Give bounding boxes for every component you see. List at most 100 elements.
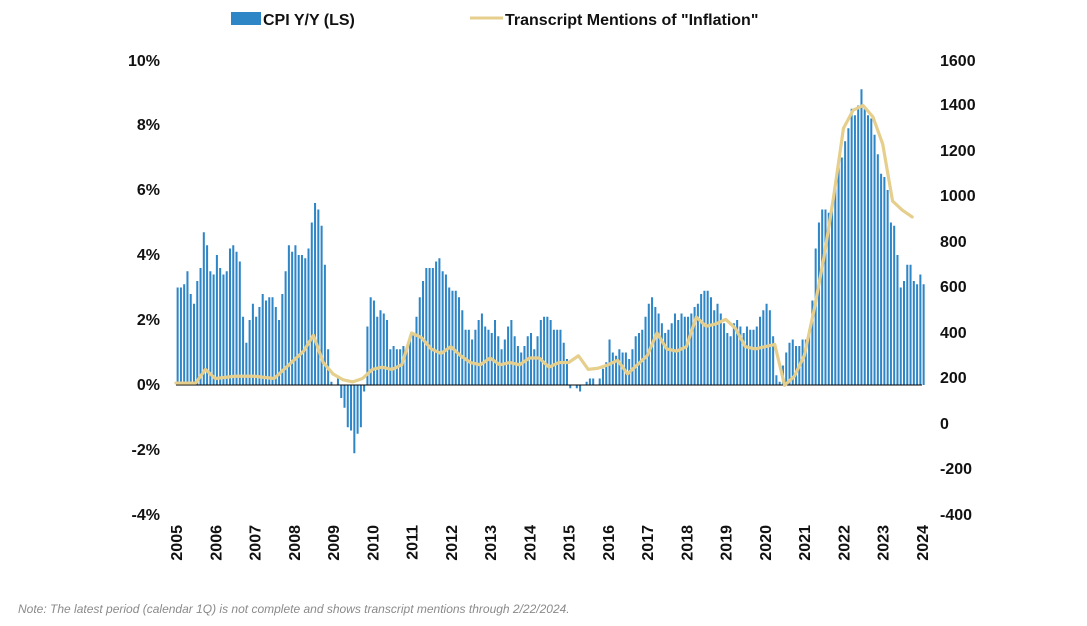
left-tick-label: 4% — [137, 247, 160, 264]
legend-label-cpi: CPI Y/Y (LS) — [263, 12, 355, 29]
cpi-bar — [408, 336, 411, 385]
right-tick-label: 1200 — [940, 143, 976, 160]
cpi-bar — [919, 274, 922, 385]
cpi-bar — [536, 336, 539, 385]
cpi-bar — [909, 264, 912, 385]
cpi-bar — [431, 268, 434, 385]
cpi-bar — [307, 248, 310, 385]
cpi-bar — [202, 232, 205, 385]
cpi-bar — [359, 385, 362, 428]
cpi-bar — [435, 261, 438, 385]
x-tick-label: 2024 — [915, 525, 932, 561]
cpi-bar — [556, 329, 559, 385]
cpi-bar — [575, 385, 578, 389]
cpi-bar — [242, 316, 245, 385]
x-tick-label: 2006 — [208, 525, 225, 561]
cpi-bar — [438, 258, 441, 385]
cpi-bar — [696, 303, 699, 385]
cpi-bar — [232, 245, 235, 385]
cpi-bar — [513, 336, 516, 385]
cpi-bar — [199, 268, 202, 385]
cpi-bar — [228, 248, 231, 385]
cpi-bar — [713, 310, 716, 385]
cpi-bar — [281, 294, 284, 385]
right-tick-label: 200 — [940, 370, 967, 387]
cpi-bar — [637, 333, 640, 385]
cpi-bar — [795, 346, 798, 385]
cpi-bar — [418, 297, 421, 385]
cpi-bar — [772, 336, 775, 385]
cpi-bar — [592, 378, 595, 385]
cpi-bar — [706, 290, 709, 385]
right-tick-label: 400 — [940, 325, 967, 342]
left-tick-label: 0% — [137, 377, 160, 394]
cpi-bar — [402, 346, 405, 385]
cpi-bar — [386, 320, 389, 385]
cpi-bar — [598, 378, 601, 385]
cpi-bar — [212, 274, 215, 385]
cpi-bar — [726, 333, 729, 385]
cpi-bar — [183, 284, 186, 385]
x-tick-label: 2018 — [679, 525, 696, 561]
cpi-bar — [294, 245, 297, 385]
cpi-bar — [775, 375, 778, 385]
cpi-bar — [752, 329, 755, 385]
x-tick-label: 2008 — [287, 525, 304, 561]
cpi-bar — [415, 316, 418, 385]
cpi-bar — [670, 323, 673, 385]
cpi-bar — [778, 381, 781, 385]
right-tick-label: 800 — [940, 234, 967, 251]
cpi-bar — [654, 307, 657, 385]
cpi-bar — [330, 381, 333, 385]
left-tick-label: -2% — [132, 442, 160, 459]
x-tick-label: 2010 — [365, 525, 382, 561]
cpi-bar — [834, 183, 837, 385]
cpi-bar — [523, 346, 526, 385]
right-axis: -400 -200 0 200 400 600 800 1000 1200 14… — [940, 53, 976, 524]
cpi-bar — [428, 268, 431, 385]
cpi-bar — [422, 281, 425, 385]
cpi-bar — [549, 320, 552, 385]
cpi-bar — [268, 297, 271, 385]
cpi-bar — [441, 271, 444, 385]
cpi-bar — [736, 320, 739, 385]
cpi-bar — [664, 333, 667, 385]
cpi-bar — [723, 323, 726, 385]
cpi-bar — [494, 320, 497, 385]
cpi-bar — [817, 222, 820, 385]
cpi-bar — [644, 316, 647, 385]
cpi-bar — [278, 320, 281, 385]
cpi-bar — [323, 264, 326, 385]
cpi-bar — [369, 297, 372, 385]
cpi-bar — [605, 362, 608, 385]
cpi-bar — [454, 290, 457, 385]
cpi-bar — [225, 271, 228, 385]
cpi-bar — [520, 352, 523, 385]
cpi-bar — [791, 339, 794, 385]
cpi-bar — [824, 209, 827, 385]
cpi-bar — [889, 222, 892, 385]
cpi-bar — [215, 255, 218, 385]
cpi-bar — [565, 359, 569, 385]
cpi-bar — [372, 300, 375, 385]
cpi-bar — [346, 385, 349, 428]
left-tick-label: 2% — [137, 312, 160, 329]
cpi-bar — [916, 284, 919, 385]
cpi-bar — [739, 326, 742, 385]
cpi-bar — [477, 320, 480, 385]
cpi-bar — [660, 323, 663, 385]
cpi-bar — [379, 310, 382, 385]
cpi-bar — [376, 316, 379, 385]
x-tick-label: 2012 — [444, 525, 461, 561]
cpi-bar — [539, 320, 542, 385]
cpi-bar — [264, 300, 267, 385]
cpi-bar — [837, 164, 840, 385]
cpi-bar — [186, 271, 189, 385]
cpi-bar — [458, 297, 461, 385]
cpi-bar — [350, 385, 353, 431]
cpi-bar — [899, 287, 902, 385]
cpi-bar — [886, 190, 889, 385]
right-tick-label: 1400 — [940, 97, 976, 114]
cpi-bar — [876, 154, 879, 385]
cpi-bar — [320, 225, 323, 385]
